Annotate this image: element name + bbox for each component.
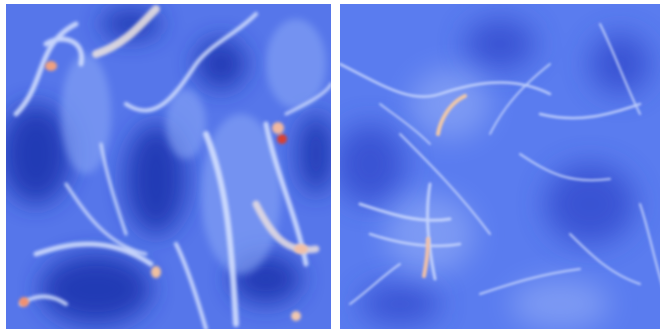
turbulence-field-left xyxy=(6,4,331,329)
turbulence-image-left xyxy=(6,4,331,329)
turbulence-field-right xyxy=(340,4,660,329)
turbulence-image-right xyxy=(340,4,660,329)
